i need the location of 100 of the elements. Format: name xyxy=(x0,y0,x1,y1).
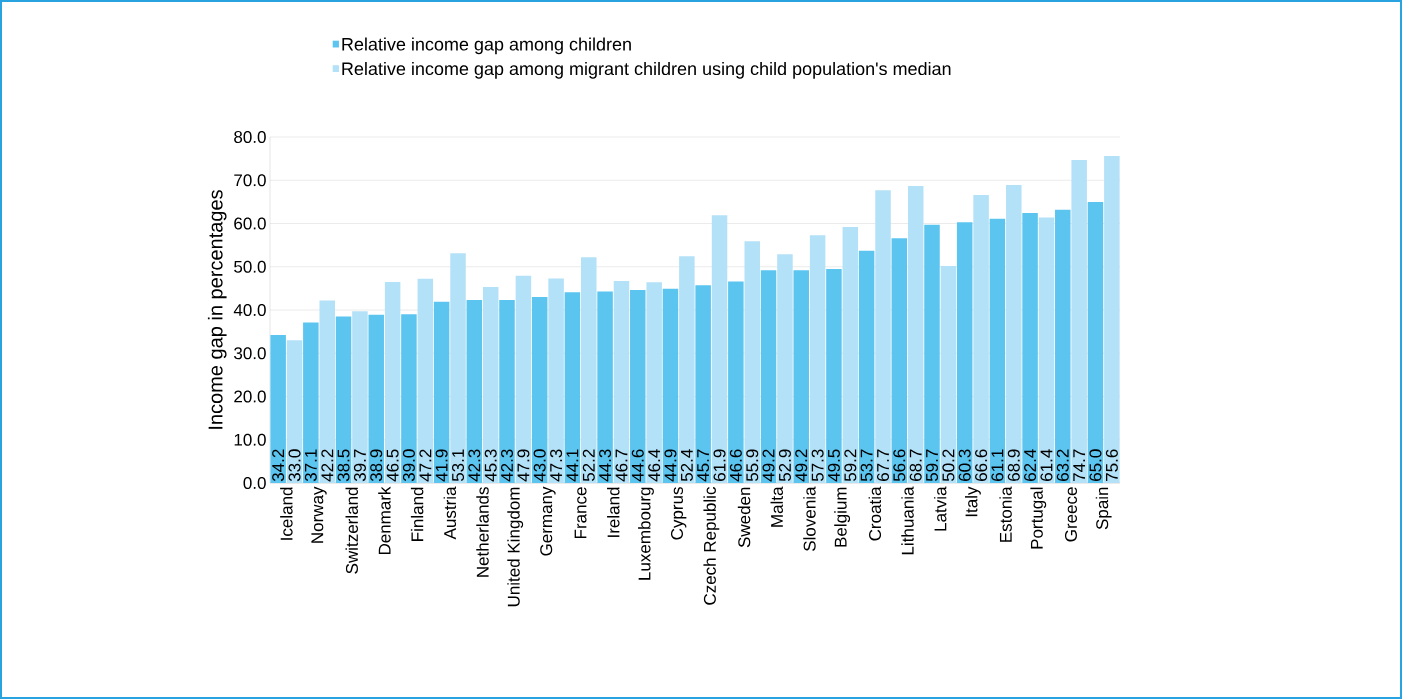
data-label: 46.5 xyxy=(386,449,399,482)
x-tick-label: United Kingdom xyxy=(507,487,524,607)
data-label: 67.7 xyxy=(876,449,890,481)
data-label: 39.0 xyxy=(402,449,415,482)
bar xyxy=(826,268,842,483)
data-label: 47.9 xyxy=(517,449,530,482)
bar xyxy=(973,194,989,483)
bar xyxy=(335,316,352,483)
bar xyxy=(728,281,744,483)
data-label: 59.2 xyxy=(844,449,857,482)
x-tick-label: Latvia xyxy=(933,486,947,531)
x-tick-label: Portugal xyxy=(1030,487,1047,549)
data-label: 38.5 xyxy=(337,449,350,482)
data-label: 45.3 xyxy=(484,449,497,482)
data-label: 66.6 xyxy=(975,449,988,481)
data-label: 38.9 xyxy=(370,449,383,482)
bar xyxy=(858,250,875,483)
data-label: 65.0 xyxy=(1089,449,1102,481)
x-tick-label: Czech Republic xyxy=(703,487,720,605)
x-tick-label: Finland xyxy=(410,487,424,541)
bar xyxy=(1104,156,1120,483)
bar xyxy=(352,311,368,483)
bar xyxy=(1006,185,1022,483)
data-label: 39.7 xyxy=(353,449,366,482)
data-label: 59.7 xyxy=(925,449,939,482)
data-label: 43.0 xyxy=(533,449,546,482)
data-label: 52.2 xyxy=(582,449,595,482)
data-label: 61.9 xyxy=(713,449,726,481)
data-label: 46.4 xyxy=(648,449,661,482)
data-label: 41.9 xyxy=(435,449,448,482)
x-tick-label: Estonia xyxy=(999,486,1012,542)
bar xyxy=(1038,217,1055,483)
data-label: 42.3 xyxy=(468,449,481,482)
data-label: 42.2 xyxy=(321,449,334,482)
y-tick-label: 20.0 xyxy=(234,390,266,403)
data-label: 62.4 xyxy=(1024,449,1037,481)
data-label: 42.3 xyxy=(500,449,514,482)
data-label: 46.7 xyxy=(615,449,628,482)
bar xyxy=(450,253,466,483)
x-tick-label: Italy xyxy=(964,486,981,517)
bar xyxy=(956,222,973,483)
bar xyxy=(842,226,859,483)
data-label: 44.9 xyxy=(664,449,677,482)
x-tick-label: Belgium xyxy=(834,487,851,547)
bar xyxy=(695,285,711,483)
x-tick-label: Germany xyxy=(540,486,556,556)
bar xyxy=(499,300,515,483)
legend-label: Relative income gap among migrant children using child population's median xyxy=(342,61,951,79)
data-label: 68.9 xyxy=(1007,449,1020,481)
bar xyxy=(907,185,924,483)
bar xyxy=(711,215,728,483)
y-tick-label: 60.0 xyxy=(234,217,266,230)
bar xyxy=(793,270,809,483)
bar xyxy=(466,300,483,483)
data-label: 75.6 xyxy=(1105,449,1118,481)
x-tick-label: Netherlands xyxy=(476,487,489,577)
bar xyxy=(482,287,499,483)
x-tick-label: Greece xyxy=(1064,487,1077,542)
x-tick-label: Cyprus xyxy=(670,487,687,540)
bar xyxy=(760,270,777,483)
bar xyxy=(597,291,613,483)
data-label: 53.7 xyxy=(860,449,873,482)
data-label: 34.2 xyxy=(272,449,285,482)
data-label: 55.9 xyxy=(746,449,759,482)
x-tick-label: Ireland xyxy=(607,487,620,537)
bar xyxy=(384,281,401,483)
bar xyxy=(303,322,319,483)
data-label: 37.1 xyxy=(304,449,317,482)
data-label: 61.4 xyxy=(1040,449,1053,481)
bar xyxy=(1087,201,1104,483)
bar xyxy=(270,335,286,483)
bar xyxy=(319,300,335,483)
x-tick-label: Croatia xyxy=(868,486,882,541)
data-label: 44.1 xyxy=(566,449,579,482)
bar xyxy=(809,235,826,483)
y-tick-label: 0.0 xyxy=(243,476,266,490)
bar xyxy=(646,282,662,483)
x-tick-label: Luxembourg xyxy=(638,487,654,580)
data-label: 49.2 xyxy=(762,449,775,482)
x-tick-label: Norway xyxy=(311,486,327,543)
bar xyxy=(662,288,679,483)
x-tick-label: France xyxy=(574,487,587,539)
y-tick-label: 80.0 xyxy=(234,130,266,144)
legend-label: Relative income gap among children xyxy=(342,37,631,55)
x-tick-label: Denmark xyxy=(378,486,391,555)
data-label: 50.2 xyxy=(942,449,955,482)
bar xyxy=(581,257,597,483)
bar xyxy=(989,218,1006,483)
bar xyxy=(924,224,940,483)
bar xyxy=(401,314,417,483)
data-label: 33.0 xyxy=(288,449,301,482)
x-tick-label: Austria xyxy=(443,486,457,540)
data-label: 45.7 xyxy=(697,449,710,482)
bar xyxy=(1022,213,1038,483)
bar xyxy=(1055,209,1071,483)
data-label: 49.5 xyxy=(827,449,840,482)
data-label: 63.2 xyxy=(1056,449,1069,481)
data-label: 68.7 xyxy=(909,449,922,481)
bar xyxy=(940,265,957,483)
data-label: 47.2 xyxy=(419,449,432,482)
